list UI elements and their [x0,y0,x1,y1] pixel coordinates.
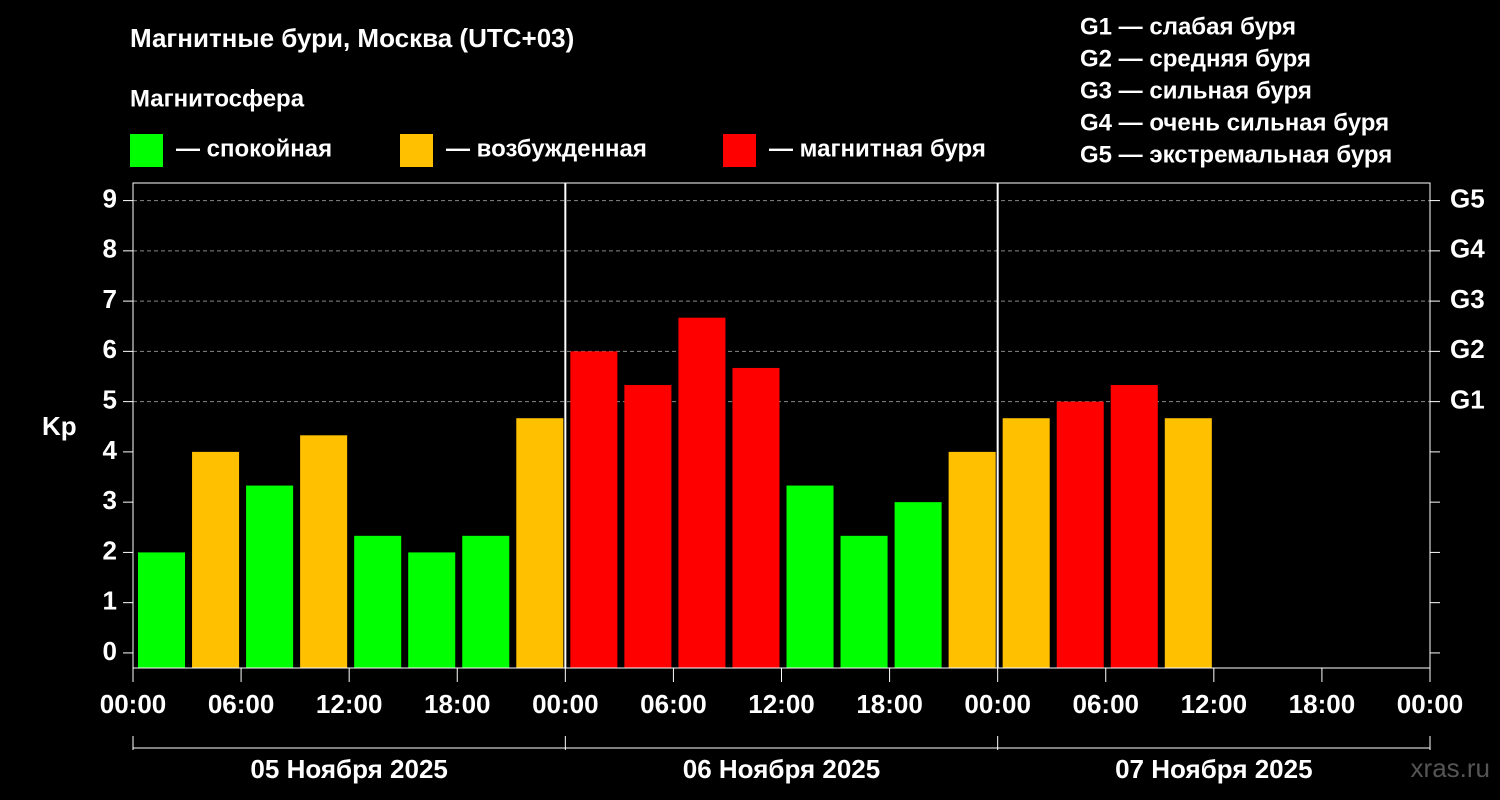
x-tick-label: 00:00 [1397,689,1464,719]
y-tick-label: 0 [103,636,117,666]
chart-title: Магнитные бури, Москва (UTC+03) [130,23,574,53]
bar [354,535,402,668]
bar [516,418,564,668]
bar [408,552,456,668]
date-label: 07 Ноября 2025 [1115,754,1312,784]
legend-swatch [400,134,433,167]
bar [300,435,348,668]
y-tick-label: 4 [103,435,118,465]
y-tick-label: 9 [103,183,117,213]
g-scale-label: G3 — сильная буря [1080,77,1312,104]
legend-title: Магнитосфера [130,85,305,112]
legend-label: — спокойная [176,135,332,162]
x-tick-label: 18:00 [424,689,491,719]
bar [462,535,510,668]
legend-label: — магнитная буря [769,135,986,162]
y2-tick-label: G3 [1450,284,1485,314]
bar [1110,385,1158,668]
bar [948,451,996,668]
bar [1164,418,1212,668]
x-tick-label: 06:00 [1073,689,1140,719]
y2-tick-label: G2 [1450,334,1485,364]
y-tick-label: 1 [103,586,117,616]
legend-label: — возбужденная [446,135,647,162]
y2-tick-label: G1 [1450,385,1485,415]
y-tick-label: 3 [103,485,117,515]
x-tick-label: 06:00 [208,689,275,719]
x-tick-label: 12:00 [748,689,815,719]
y-tick-label: 2 [103,535,117,565]
y2-tick-label: G4 [1450,234,1485,264]
x-tick-label: 00:00 [964,689,1031,719]
legend-swatch [723,134,756,167]
x-tick-label: 12:00 [1181,689,1248,719]
bar [1056,401,1104,668]
bar [786,485,834,668]
date-label: 06 Ноября 2025 [683,754,880,784]
g-scale-label: G2 — средняя буря [1080,45,1311,72]
y-tick-label: 7 [103,284,117,314]
y-tick-label: 5 [103,385,117,415]
y2-tick-label: G5 [1450,183,1485,213]
bar [246,485,294,668]
g-scale-label: G5 — экстремальная буря [1080,141,1392,168]
date-label: 05 Ноября 2025 [250,754,447,784]
bar [192,451,240,668]
g-scale-label: G4 — очень сильная буря [1080,109,1389,136]
bar [732,367,780,668]
x-tick-label: 00:00 [100,689,167,719]
x-tick-label: 18:00 [856,689,923,719]
y-tick-label: 6 [103,334,117,364]
bar [138,552,186,668]
bar [1002,418,1050,668]
bar [570,351,618,668]
x-tick-label: 00:00 [532,689,599,719]
x-tick-label: 12:00 [316,689,383,719]
bar [840,535,888,668]
g-scale-label: G1 — слабая буря [1080,13,1296,40]
bar [894,502,942,668]
watermark: xras.ru [1411,753,1490,783]
bar [624,385,672,668]
legend-swatch [130,134,163,167]
bar [678,317,726,668]
y-tick-label: 8 [103,234,117,264]
x-tick-label: 06:00 [640,689,707,719]
y-axis-label: Kp [42,411,77,441]
x-tick-label: 18:00 [1289,689,1356,719]
